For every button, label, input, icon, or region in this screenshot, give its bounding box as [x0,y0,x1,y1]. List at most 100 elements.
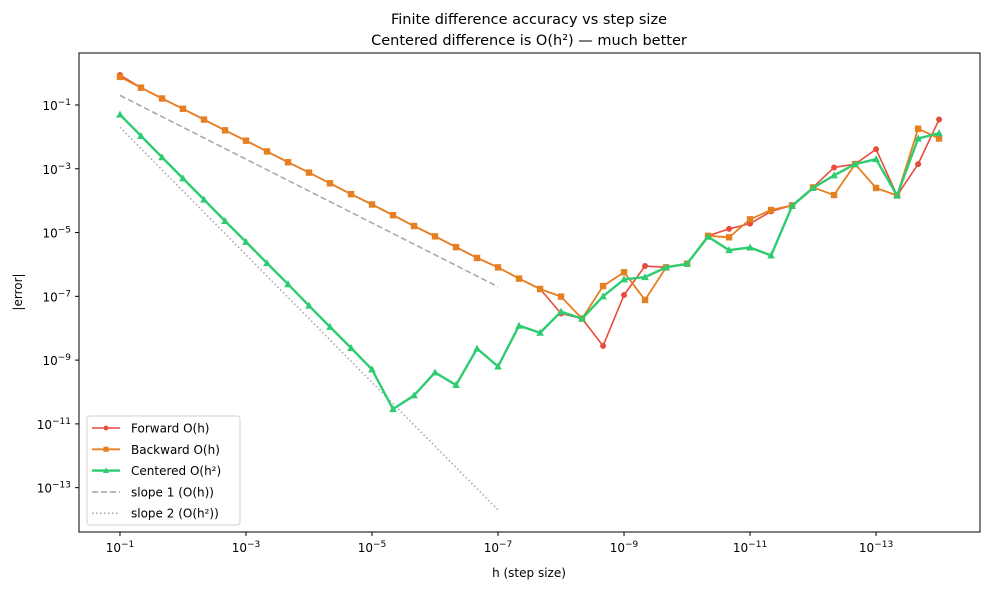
data-point [557,293,565,300]
data-point [536,328,544,336]
data-point [242,237,250,245]
data-point [221,127,229,134]
chart-subtitle: Centered difference is O(h²) — much bett… [371,33,687,49]
data-point [347,190,355,198]
series-line [119,113,940,411]
y-tick-label: 10−9 [42,353,71,368]
legend-item: slope 1 (O(h)) [92,485,214,499]
data-point [914,125,922,132]
data-point [935,129,943,137]
data-point [725,246,733,254]
y-axis-label: |error| [11,273,25,310]
data-point [621,292,628,299]
data-point [831,164,838,171]
data-point [263,148,271,155]
y-tick-label: 10−1 [42,98,71,113]
plot-frame [78,52,981,533]
legend-item: Centered O(h²) [92,464,221,478]
data-point [620,269,628,276]
data-point [641,296,649,304]
legend-label: Forward O(h) [131,422,210,436]
data-point [936,116,943,123]
data-point [263,259,271,267]
data-point [915,161,922,168]
data-point [347,343,355,351]
data-point [389,405,397,413]
y-tick-label: 10−3 [42,162,71,177]
data-point [116,73,124,81]
data-point [620,275,628,283]
data-point [494,264,502,271]
legend-box [86,415,241,526]
y-tick-label: 10−13 [37,481,71,496]
legend-marker-square-icon [103,446,109,452]
data-point [368,365,376,373]
chart-title: Finite difference accuracy vs step size [391,12,667,28]
x-tick-label: 10−11 [733,540,767,555]
x-axis-label: h (step size) [492,566,566,580]
series-triangle [116,110,943,413]
data-point [452,381,460,389]
data-point [221,217,229,225]
data-point [914,134,922,142]
x-tick-label: 10−1 [106,540,135,555]
data-point [536,285,544,293]
legend-item: Backward O(h) [92,443,220,457]
data-point [872,184,880,192]
data-point [515,321,523,329]
data-point [452,243,460,251]
x-tick-label: 10−5 [358,540,387,555]
data-point [284,280,292,288]
legend-item: Forward O(h) [92,422,210,436]
data-point [410,391,418,399]
y-tick-label: 10−5 [42,226,71,241]
data-point [809,183,817,191]
data-point [137,131,145,139]
y-tick-label: 10−7 [42,289,71,304]
data-point [494,362,502,370]
data-point [431,368,439,376]
data-point [326,180,334,187]
data-point [851,160,859,168]
data-point [599,282,607,290]
data-point [873,146,880,153]
reference-line-slope-2 [119,126,499,511]
legend-label: slope 2 (O(h²)) [131,507,219,521]
data-point [200,195,208,203]
data-point [746,216,754,223]
data-point [179,105,187,112]
data-point [179,174,187,182]
data-point [578,314,586,322]
data-point [389,211,397,219]
x-tick-label: 10−13 [859,540,893,555]
legend-marker-circle-icon [103,425,109,431]
data-point [305,301,313,309]
data-point [158,95,166,102]
y-tick-label: 10−11 [37,417,71,432]
data-point [893,191,901,199]
data-point [683,259,691,267]
data-point [830,191,838,199]
data-point [557,307,565,315]
data-point [473,254,481,262]
data-point [641,273,649,281]
data-point [116,110,124,118]
data-point [935,135,943,142]
data-point [242,137,250,144]
data-point [704,232,712,240]
data-point [788,202,796,210]
data-point [872,155,880,163]
legend-label: Backward O(h) [131,443,220,457]
data-point [830,171,838,179]
x-tick-label: 10−9 [610,540,639,555]
data-point [767,206,775,214]
data-point [599,292,607,300]
x-tick-label: 10−3 [232,540,261,555]
data-point [158,153,166,161]
data-point [725,234,733,241]
data-point [305,169,313,176]
data-point [284,159,292,166]
legend-marker-triangle-icon [102,467,110,473]
data-point [137,84,145,91]
